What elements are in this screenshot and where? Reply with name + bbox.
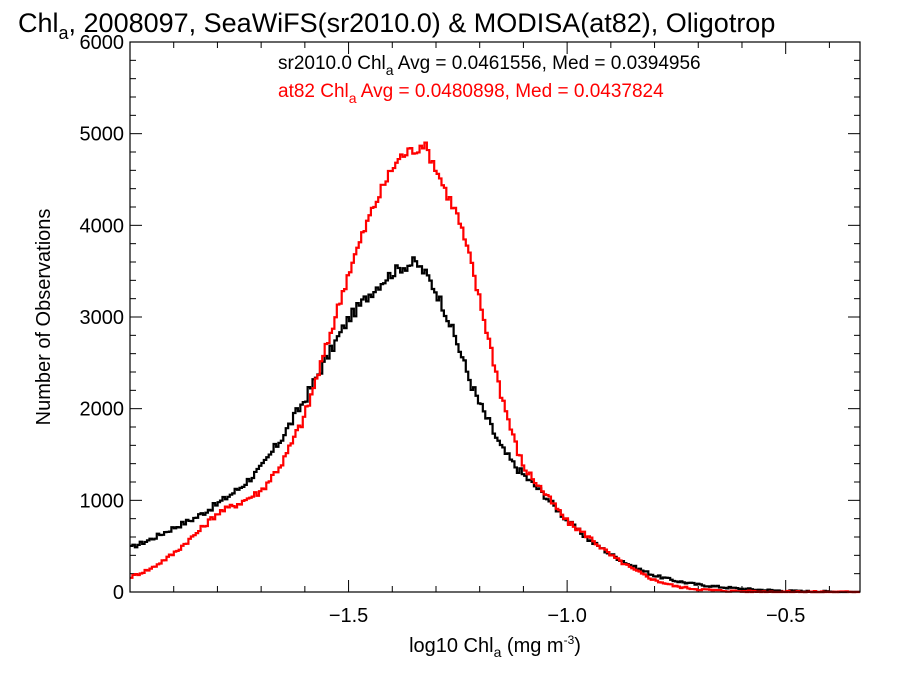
y-tick-label: 4000 xyxy=(80,215,125,237)
y-tick-label: 2000 xyxy=(80,399,125,421)
legend-sr2010-subscript: a xyxy=(386,62,394,78)
legend-sr2010: sr2010.0 Chla Avg = 0.0461556, Med = 0.0… xyxy=(278,53,701,78)
x-axis-label-prefix: log10 Chl xyxy=(409,635,494,657)
y-tick-label: 0 xyxy=(113,582,124,604)
x-axis-label-close: ) xyxy=(574,635,581,657)
tick-labels: 0 1000 2000 3000 4000 5000 6000 −1.5 −1.0 −0.5 xyxy=(80,32,806,627)
y-tick-label: 6000 xyxy=(80,32,125,54)
chart-title-rest: , 2008097, SeaWiFS(sr2010.0) & MODISA(at… xyxy=(69,8,776,38)
x-axis-label-unit: (mg m xyxy=(501,635,563,657)
series-layer xyxy=(130,141,860,594)
legend-at82-prefix: at82 Chl xyxy=(278,81,349,102)
x-tick-label: −0.5 xyxy=(766,605,805,627)
legend-sr2010-prefix: sr2010.0 Chl xyxy=(278,53,386,74)
legend-sr2010-rest: Avg = 0.0461556, Med = 0.0394956 xyxy=(394,53,701,74)
x-axis-label: log10 Chla (mg m-3) xyxy=(409,633,581,660)
chart-title-subscript: a xyxy=(59,23,70,43)
legend-at82: at82 Chla Avg = 0.0480898, Med = 0.04378… xyxy=(278,81,664,106)
x-tick-label: −1.5 xyxy=(329,605,368,627)
x-tick-label: −1.0 xyxy=(547,605,586,627)
series-line-sr2010.0 xyxy=(130,256,860,594)
x-axis-label-subscript: a xyxy=(494,644,502,660)
y-tick-label: 5000 xyxy=(80,124,125,146)
y-tick-label: 1000 xyxy=(80,490,125,512)
x-axis-label-superscript: -3 xyxy=(564,633,575,647)
legend-at82-subscript: a xyxy=(349,90,357,106)
chart-title: Chla, 2008097, SeaWiFS(sr2010.0) & MODIS… xyxy=(18,8,775,43)
legend-at82-rest: Avg = 0.0480898, Med = 0.0437824 xyxy=(357,81,665,102)
y-axis-label: Number of Observations xyxy=(33,209,55,426)
axis-ticks xyxy=(130,41,860,593)
plot-frame xyxy=(129,41,861,593)
chart-title-prefix: Chl xyxy=(18,8,59,38)
y-tick-label: 3000 xyxy=(80,307,125,329)
series-line-at82 xyxy=(130,141,860,594)
